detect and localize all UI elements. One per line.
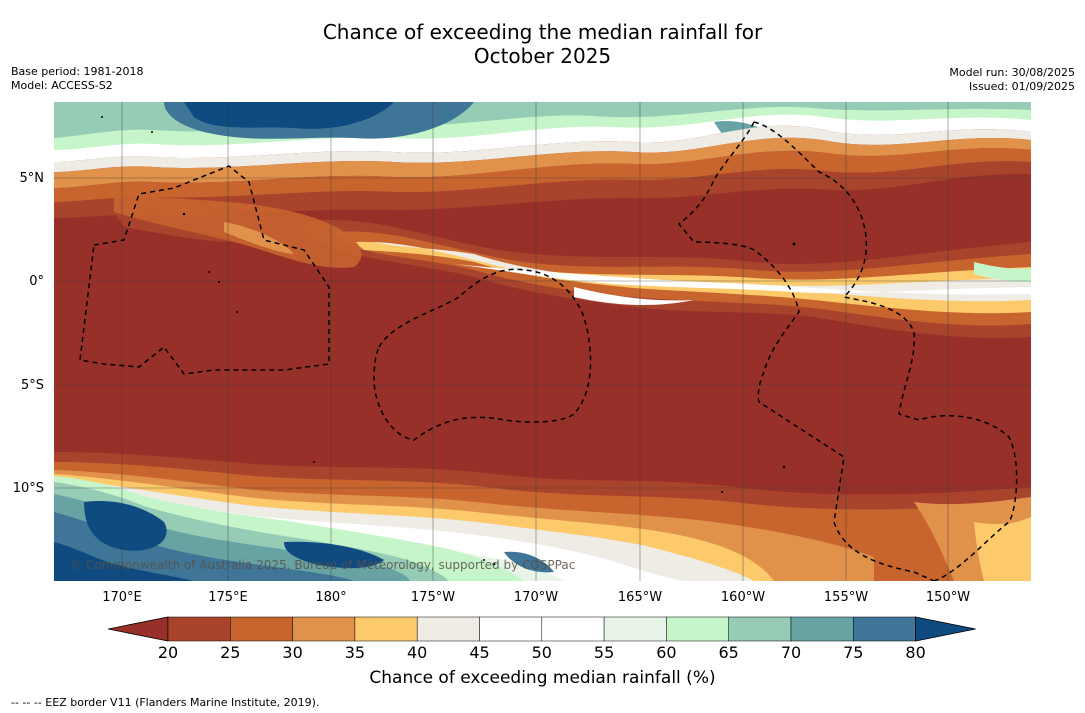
colorbar-tick-label: 35 [344, 643, 366, 662]
lon-label-170w: 170°W [513, 590, 559, 605]
colorbar-segment [666, 616, 729, 642]
lon-label-180: 180° [315, 590, 347, 605]
lon-label-165w: 165°W [617, 590, 663, 605]
colorbar-segment [728, 616, 792, 642]
map-canvas [54, 102, 1031, 581]
colorbar-tick-label: 30 [282, 643, 303, 662]
colorbar-segment [541, 616, 605, 642]
issued-date: Issued: 01/09/2025 [968, 80, 1075, 93]
map-title: Chance of exceeding the median rainfall … [0, 20, 1085, 68]
colorbar-tick-label: 65 [718, 643, 739, 662]
colorbar-segment [230, 616, 293, 642]
colorbar-segment [416, 616, 480, 642]
colorbar-segment [354, 616, 418, 642]
lat-label-5n: 5°N [19, 171, 45, 186]
model-info: Base period: 1981-2018 Model: ACCESS-S2 [11, 65, 143, 93]
colorbar-tick-label: 20 [157, 643, 179, 662]
title-line-2: October 2025 [473, 44, 612, 68]
model-run: Model run: 30/08/2025 [949, 66, 1075, 79]
colorbar-tick-label: 70 [780, 643, 802, 662]
colorbar-label: Chance of exceeding median rainfall (%) [369, 668, 716, 688]
colorbar-tick-label: 55 [593, 643, 615, 662]
colorbar-over-arrow [915, 616, 976, 642]
colorbar-tick-label: 75 [843, 643, 864, 662]
run-info: Model run: 30/08/2025 Issued: 01/09/2025 [949, 66, 1075, 94]
eez-legend: -- -- -- EEZ border V11 (Flanders Marine… [11, 696, 320, 709]
lat-label-5s: 5°S [20, 378, 44, 393]
colorbar-tick-label: 40 [407, 643, 428, 662]
colorbar-tick-label: 50 [531, 643, 552, 662]
lon-label-160w: 160°W [720, 590, 766, 605]
lon-label-175w: 175°W [410, 590, 456, 605]
colorbar [108, 616, 976, 642]
colorbar-segment [479, 616, 543, 642]
lat-label-0: 0° [29, 274, 44, 289]
colorbar-under-arrow [108, 616, 169, 642]
lon-label-175e: 175°E [208, 590, 248, 605]
rainfall-map [54, 102, 1031, 581]
colorbar-segment [292, 616, 356, 642]
title-line-1: Chance of exceeding the median rainfall … [322, 20, 763, 44]
colorbar-tick-label: 60 [656, 643, 677, 662]
copyright-credit: © Commonwealth of Australia 2025, Bureau… [70, 558, 576, 572]
base-period: Base period: 1981-2018 [11, 65, 144, 78]
colorbar-segment [853, 616, 916, 642]
lat-label-10s: 10°S [12, 481, 44, 496]
colorbar-segment [790, 616, 854, 642]
lon-label-150w: 150°W [925, 590, 971, 605]
colorbar-segment [603, 616, 667, 642]
colorbar-tick-label: 25 [220, 643, 241, 662]
colorbar-tick-label: 45 [469, 643, 490, 662]
colorbar-segment [167, 616, 231, 642]
lon-label-155w: 155°W [823, 590, 869, 605]
colorbar-tick-label: 80 [905, 643, 926, 662]
model-name: Model: ACCESS-S2 [11, 79, 113, 92]
lon-label-170e: 170°E [102, 590, 142, 605]
